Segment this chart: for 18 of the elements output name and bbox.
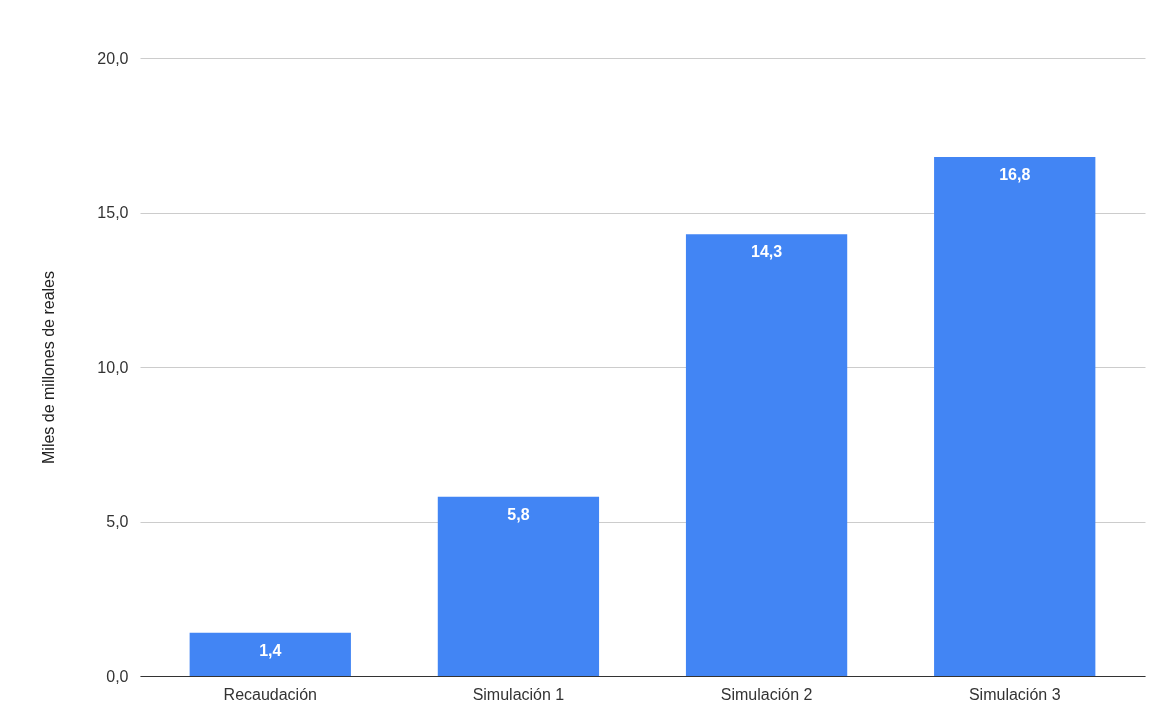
x-tick-label: Simulación 2 bbox=[720, 685, 813, 703]
y-axis-title: Miles de millones de reales bbox=[40, 271, 58, 464]
bar bbox=[189, 632, 351, 676]
x-tick-label: Recaudación bbox=[223, 685, 317, 703]
bar bbox=[685, 234, 848, 676]
y-tick-label: 5,0 bbox=[106, 513, 129, 530]
bar bbox=[437, 496, 600, 676]
y-tick-label: 0,0 bbox=[106, 667, 129, 685]
bar bbox=[934, 156, 1096, 676]
data-label: 5,8 bbox=[507, 505, 530, 523]
y-tick-label: 20,0 bbox=[97, 49, 129, 67]
x-tick-label: Simulación 1 bbox=[472, 685, 565, 703]
y-tick-label: 15,0 bbox=[97, 204, 129, 221]
y-tick-label: 10,0 bbox=[97, 358, 129, 376]
data-label: 16,8 bbox=[999, 165, 1031, 183]
data-label: 1,4 bbox=[259, 641, 282, 659]
x-tick-label: Simulación 3 bbox=[968, 685, 1061, 703]
data-label: 14,3 bbox=[751, 243, 783, 261]
